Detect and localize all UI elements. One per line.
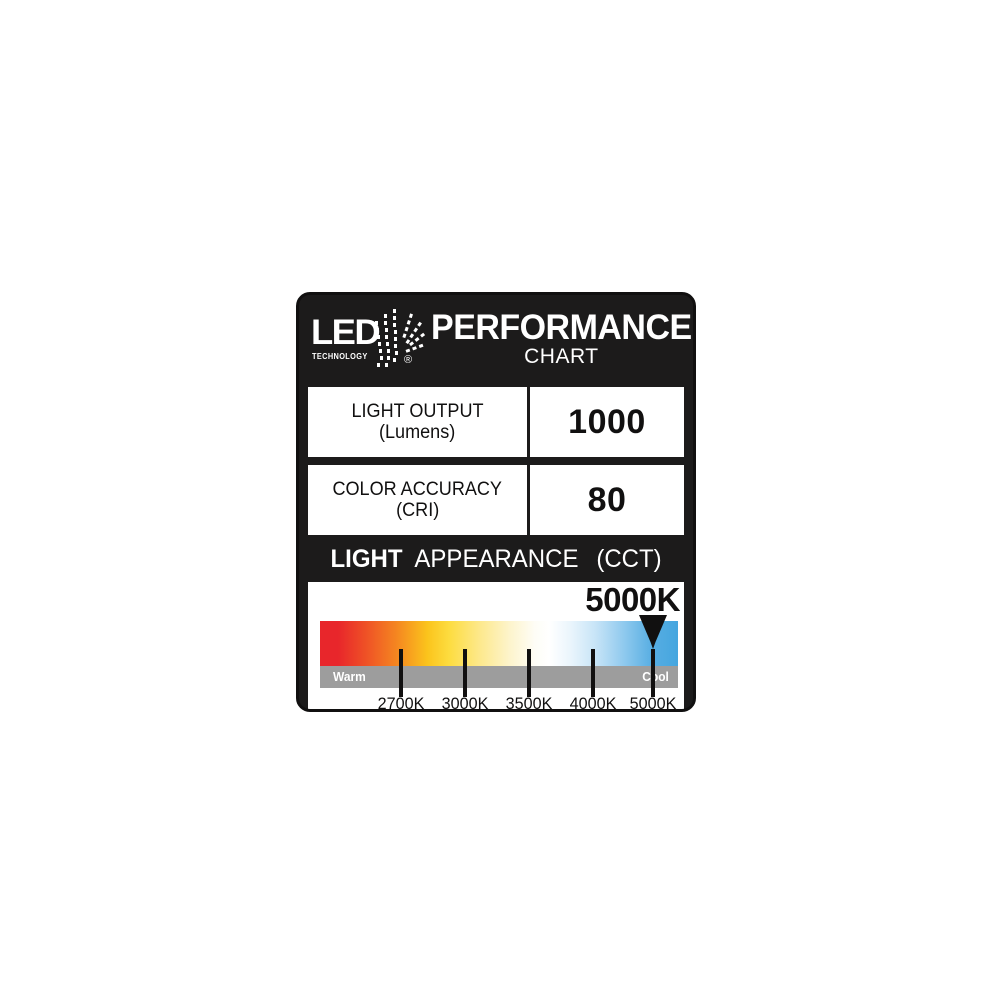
cct-tick-mark [462,649,467,697]
warm-label: Warm [333,669,366,684]
registered-trademark-icon: ® [404,354,413,366]
table-row: LIGHT OUTPUT (Lumens) 1000 [308,387,684,457]
cct-gradient-bar [320,621,678,666]
card-header: LED TECHNOLOGY [299,295,693,387]
row-value-color-accuracy: 80 [530,465,684,535]
selected-cct-callout: 5000K [585,581,680,618]
page-subtitle: CHART [524,345,599,369]
led-technology-logo: LED TECHNOLOGY [309,303,427,379]
cct-header-rest: APPEARANCE [414,544,579,573]
cct-tick-mark [398,649,403,697]
cct-tick-label: 5000K [629,694,677,712]
lumens-value: 1000 [568,403,646,441]
cct-tick-label: 4000K [569,694,617,712]
row-label-secondary: (CRI) [395,500,440,521]
row-label-primary: LIGHT OUTPUT [351,400,484,422]
table-row: COLOR ACCURACY (CRI) 80 [308,465,684,535]
cct-tick-label: 3000K [441,694,489,712]
cct-scale-panel: 5000K Warm Cool 2700K 3000K 3500K 4000K 5000… [308,581,684,712]
led-performance-chart-label: LED TECHNOLOGY [296,292,696,712]
page-title: PERFORMANCE [431,307,692,347]
cct-tick-mark [527,649,532,697]
down-arrow-marker-icon [638,615,667,649]
cct-tick-mark [650,649,655,697]
row-label-secondary: (Lumens) [379,422,456,443]
cct-header-paren: (CCT) [596,544,662,573]
cool-label: Cool [642,669,669,684]
cct-tick-label: 2700K [377,694,424,712]
warm-cool-band: Warm Cool [320,666,678,688]
row-label-color-accuracy: COLOR ACCURACY (CRI) [308,465,530,535]
logo-technology-text: TECHNOLOGY [312,352,368,361]
row-value-light-output: 1000 [530,387,684,457]
cct-tick-label: 3500K [506,694,553,712]
cri-value: 80 [587,481,627,519]
row-label-light-output: LIGHT OUTPUT (Lumens) [308,387,530,457]
cct-tick-mark [591,649,596,697]
header-title-block: PERFORMANCE CHART [427,307,693,371]
light-appearance-header: LIGHT APPEARANCE (CCT) [299,543,693,575]
logo-led-text: LED [311,313,381,352]
row-label-primary: COLOR ACCURACY [332,478,503,500]
light-burst-icon [375,309,426,367]
cct-header-strong: LIGHT [330,544,403,573]
